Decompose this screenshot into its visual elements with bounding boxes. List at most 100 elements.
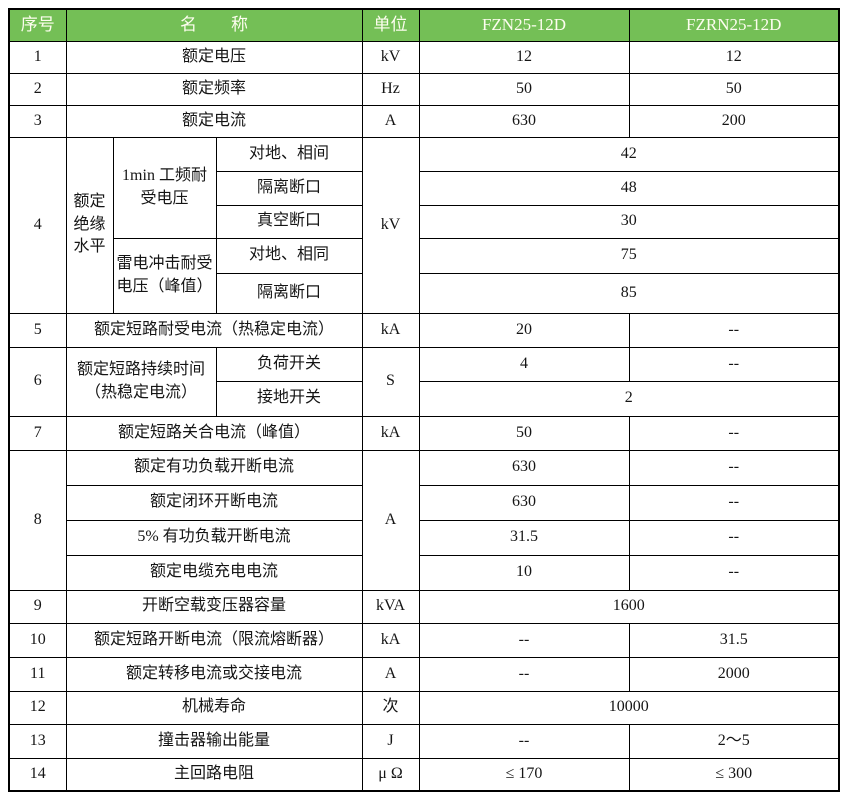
- value-b: --: [628, 484, 840, 521]
- row-no: 3: [8, 104, 67, 138]
- header-col-unit: 单位: [361, 8, 420, 42]
- value-b: 200: [628, 104, 840, 138]
- table-row: 3 额定电流 A 630 200: [8, 104, 840, 138]
- spec-table: 序号 名 称 单位 FZN25-12D FZRN25-12D 1 额定电压 kV…: [8, 8, 840, 792]
- row-name: 额定电流: [65, 104, 363, 138]
- table-row: 隔离断口 48: [9, 170, 840, 206]
- value-b: --: [628, 312, 840, 348]
- value-merged: 42: [418, 136, 840, 172]
- value-b: --: [628, 346, 840, 382]
- value-a: 12: [418, 40, 630, 74]
- table-row: 额定电缆充电电流 10 --: [9, 554, 840, 591]
- header-col-name: 名 称: [65, 8, 363, 42]
- row-unit: A: [361, 656, 420, 692]
- table-row: 4 额定绝缘水平 1min 工频耐受电压 对地、相间 kV 42: [8, 136, 840, 314]
- row-name: 额定短路开断电流（限流熔断器）: [65, 622, 363, 658]
- group-label: 额定绝缘水平: [65, 136, 114, 314]
- row-no: 13: [8, 723, 67, 759]
- header-col-model-a: FZN25-12D: [418, 8, 630, 42]
- row-name: 额定电压: [65, 40, 363, 74]
- value-a: 630: [418, 449, 630, 486]
- row-unit: kA: [361, 622, 420, 658]
- row-no: 11: [8, 656, 67, 692]
- value-merged: 48: [418, 170, 840, 206]
- item-label: 对地、相同: [215, 237, 363, 274]
- row-no: 5: [8, 312, 67, 348]
- value-merged: 75: [418, 237, 840, 274]
- table-row: 14 主回路电阻 μ Ω ≤ 170 ≤ 300: [8, 757, 840, 792]
- value-a: --: [418, 622, 630, 658]
- row-no: 12: [8, 690, 67, 725]
- item-label: 额定有功负载开断电流: [65, 449, 363, 486]
- value-b: ≤ 300: [628, 757, 840, 792]
- value-a: --: [418, 723, 630, 759]
- table-row: 8 额定有功负载开断电流 A 630 --: [8, 449, 840, 591]
- subgroup-label: 雷电冲击耐受电压（峰值）: [112, 237, 217, 314]
- row-name: 额定频率: [65, 72, 363, 106]
- item-label: 隔离断口: [215, 170, 363, 206]
- header-col-no: 序号: [8, 8, 67, 42]
- value-b: --: [628, 554, 840, 591]
- table-row: 7 额定短路关合电流（峰值） kA 50 --: [8, 415, 840, 451]
- value-a: 10: [418, 554, 630, 591]
- value-a: 630: [418, 484, 630, 521]
- table-row: 雷电冲击耐受电压（峰值） 对地、相同 75: [9, 237, 840, 314]
- row-unit: A: [361, 449, 420, 591]
- subgroup-label: 1min 工频耐受电压: [112, 136, 217, 239]
- table-row: 11 额定转移电流或交接电流 A -- 2000: [8, 656, 840, 692]
- header-row: 序号 名 称 单位 FZN25-12D FZRN25-12D: [8, 8, 840, 42]
- item-label: 5% 有功负载开断电流: [65, 519, 363, 556]
- row-unit: J: [361, 723, 420, 759]
- row-unit: 次: [361, 690, 420, 725]
- row-no: 1: [8, 40, 67, 74]
- row-name: 主回路电阻: [65, 757, 363, 792]
- table-row: 接地开关 2: [9, 380, 840, 417]
- table-row: 6 额定短路持续时间（热稳定电流） 负荷开关 S 4 --: [8, 346, 840, 417]
- table-row: 10 额定短路开断电流（限流熔断器） kA -- 31.5: [8, 622, 840, 658]
- row-no: 2: [8, 72, 67, 106]
- row-name: 额定短路关合电流（峰值）: [65, 415, 363, 451]
- value-a: 50: [418, 415, 630, 451]
- row-no: 10: [8, 622, 67, 658]
- value-merged: 30: [418, 204, 840, 239]
- item-label: 额定电缆充电电流: [65, 554, 363, 591]
- table-row: 1 额定电压 kV 12 12: [8, 40, 840, 74]
- table-row: 真空断口 30: [9, 204, 840, 239]
- table-row: 13 撞击器输出能量 J -- 2～5: [8, 723, 840, 759]
- value-merged: 10000: [418, 690, 840, 725]
- value-b: 31.5: [628, 622, 840, 658]
- value-a: 20: [418, 312, 630, 348]
- row-name: 开断空载变压器容量: [65, 589, 363, 624]
- row-unit: kV: [361, 40, 420, 74]
- value-b: 50: [628, 72, 840, 106]
- row-unit: S: [361, 346, 420, 417]
- value-b: --: [628, 449, 840, 486]
- header-col-model-b: FZRN25-12D: [628, 8, 840, 42]
- row-unit: kVA: [361, 589, 420, 624]
- row-unit: Hz: [361, 72, 420, 106]
- row-no: 14: [8, 757, 67, 792]
- value-merged: 1600: [418, 589, 840, 624]
- table-row: 2 额定频率 Hz 50 50: [8, 72, 840, 106]
- value-a: 4: [418, 346, 630, 382]
- table-row: 5% 有功负载开断电流 31.5 --: [9, 519, 840, 556]
- value-merged: 85: [418, 272, 840, 314]
- value-b: 12: [628, 40, 840, 74]
- value-b: --: [628, 519, 840, 556]
- value-a: ≤ 170: [418, 757, 630, 792]
- table-row: 9 开断空载变压器容量 kVA 1600: [8, 589, 840, 624]
- row-no: 8: [8, 449, 67, 591]
- item-label: 负荷开关: [215, 346, 363, 382]
- value-a: --: [418, 656, 630, 692]
- table-row: 5 额定短路耐受电流（热稳定电流） kA 20 --: [8, 312, 840, 348]
- row-name: 额定转移电流或交接电流: [65, 656, 363, 692]
- item-label: 接地开关: [215, 380, 363, 417]
- row-unit: kV: [361, 136, 420, 314]
- row-name: 额定短路耐受电流（热稳定电流）: [65, 312, 363, 348]
- row-no: 4: [8, 136, 67, 314]
- value-merged: 2: [418, 380, 840, 417]
- row-unit: kA: [361, 312, 420, 348]
- value-a: 50: [418, 72, 630, 106]
- row-unit: μ Ω: [361, 757, 420, 792]
